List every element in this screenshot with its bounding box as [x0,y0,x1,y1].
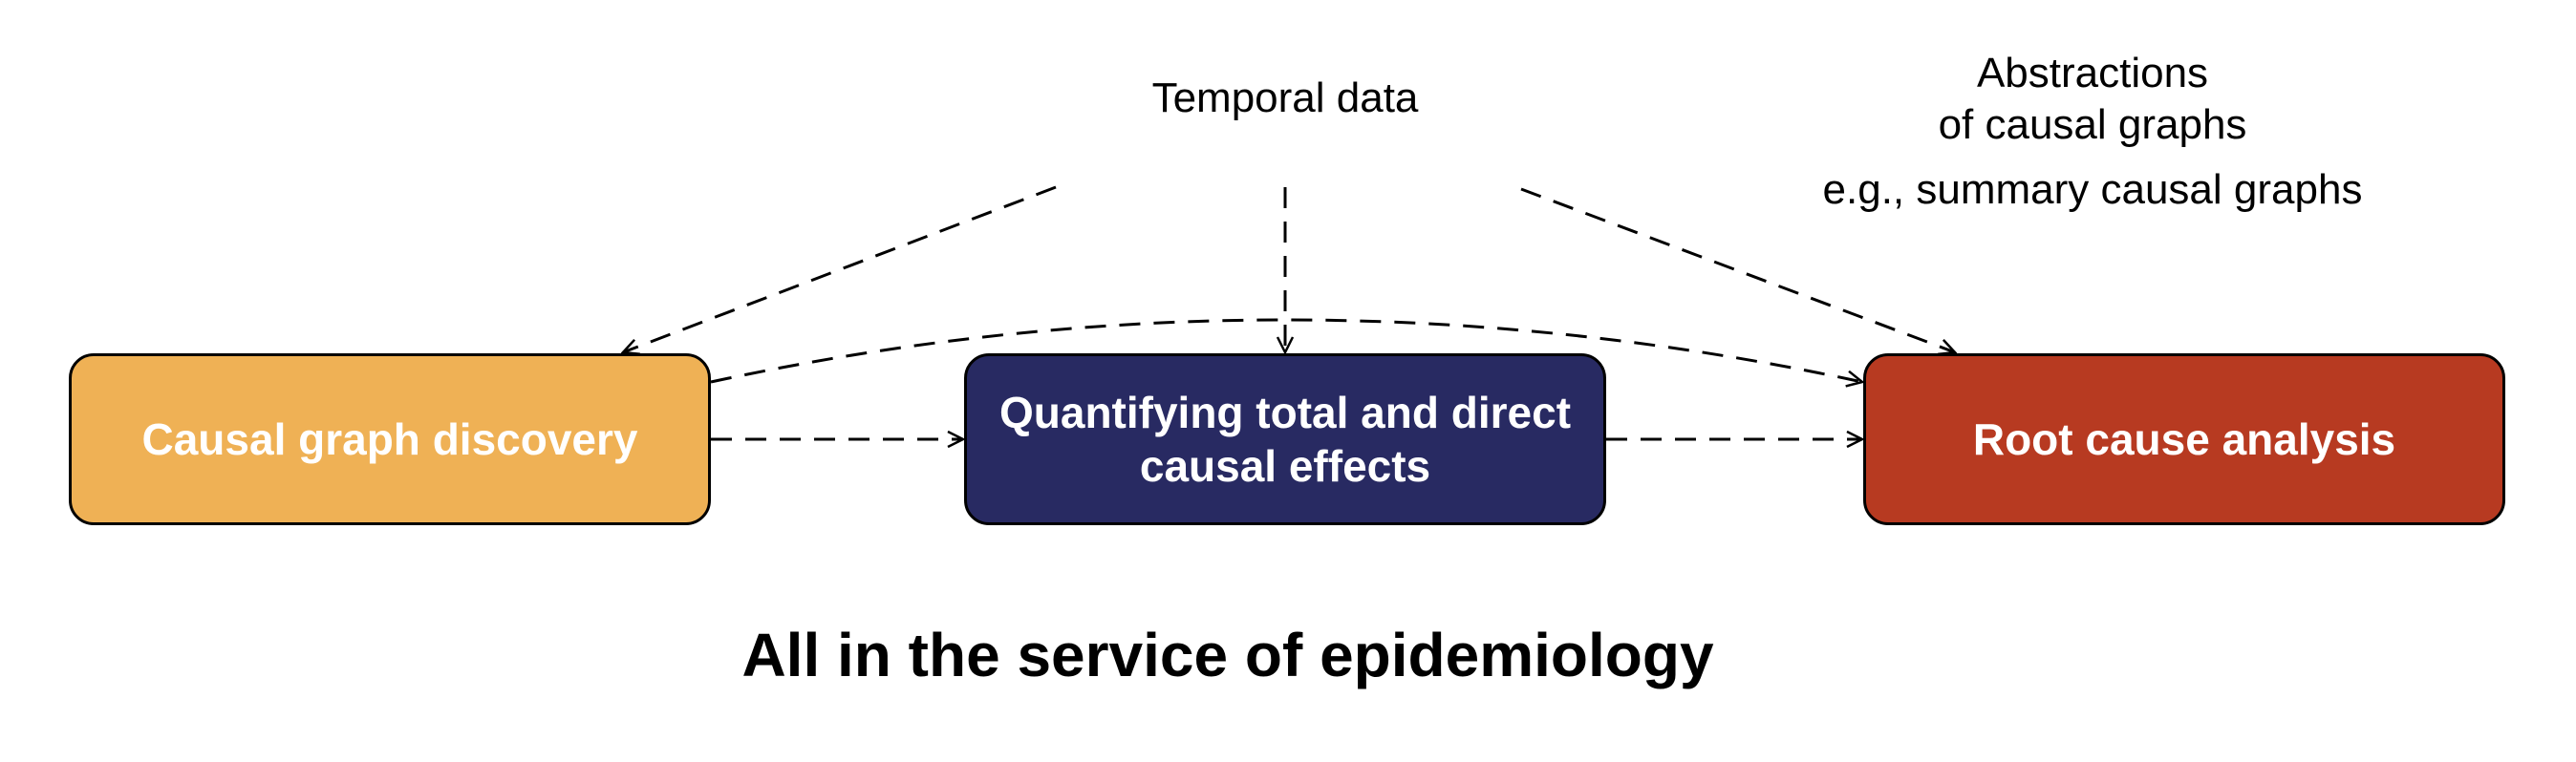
causal-graph-discovery-box: Causal graph discovery [69,353,711,525]
abstractions-line-2: of causal graphs [1938,101,2247,148]
root-cause-analysis-label: Root cause analysis [1972,414,2396,464]
abstractions-line-1: Abstractions [1976,50,2209,96]
footer-title: All in the service of epidemiology [741,621,1714,689]
causal-effects-box: Quantifying total and direct causal effe… [964,353,1606,525]
root-cause-analysis-box: Root cause analysis [1863,353,2505,525]
temporal-data-label: Temporal data [1151,74,1419,121]
abstractions-label: Abstractions of causal graphs e.g., summ… [1749,48,2436,216]
causal-effects-label-line-1: Quantifying total and direct [998,388,1572,437]
causal-graph-discovery-label: Causal graph discovery [141,414,638,464]
causal-effects-label-line-2: causal effects [1139,441,1431,491]
arrow-temporal-to-discovery [623,185,1057,352]
abstractions-example: e.g., summary causal graphs [1822,166,2363,213]
